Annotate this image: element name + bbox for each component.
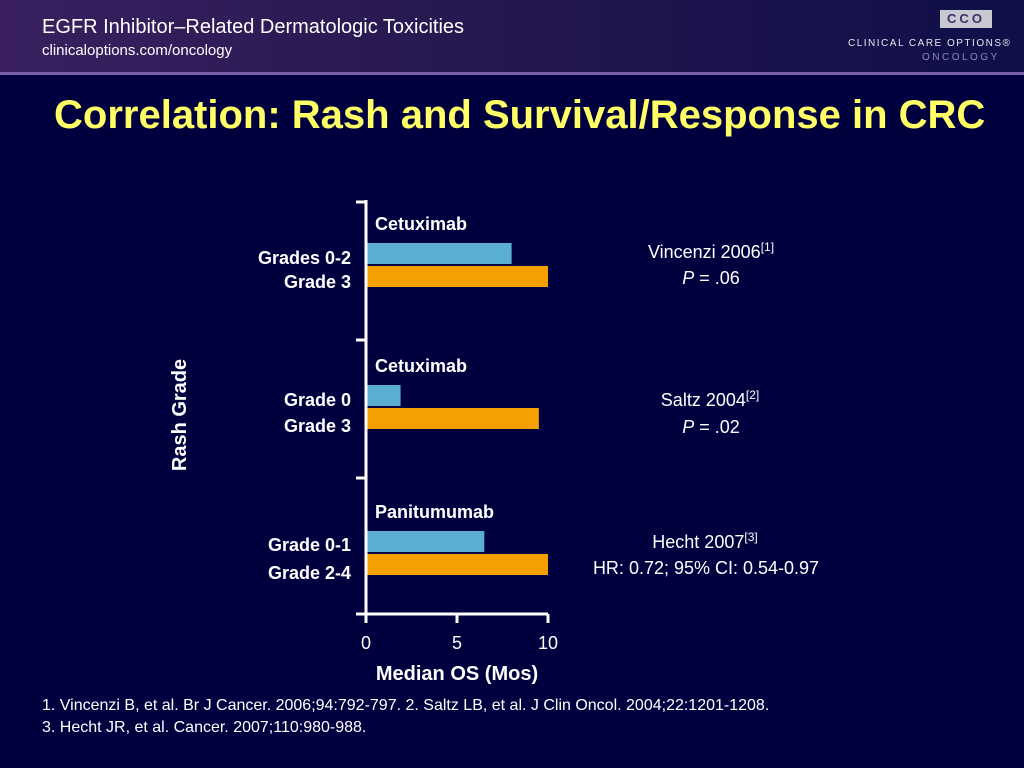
bar-low-grade (367, 531, 485, 552)
references: 1. Vincenzi B, et al. Br J Cancer. 2006;… (42, 695, 769, 739)
x-axis-label: Median OS (Mos) (376, 663, 538, 685)
study-annotation: Hecht 2007[3] (652, 530, 757, 552)
logo-subtitle: ONCOLOGY (922, 52, 1000, 63)
study-statistic: HR: 0.72; 95% CI: 0.54-0.97 (593, 558, 819, 578)
header-bar (0, 0, 1024, 72)
logo-name: CLINICAL CARE OPTIONS® (848, 38, 1012, 49)
rash-grade-label: Grade 3 (284, 272, 351, 292)
rash-grade-label: Grade 2-4 (268, 563, 351, 583)
header-title: EGFR Inhibitor–Related Dermatologic Toxi… (42, 16, 465, 38)
x-tick-label: 5 (452, 633, 462, 653)
bar-high-grade (367, 554, 548, 575)
x-tick-label: 0 (361, 633, 371, 653)
header-divider (0, 72, 1024, 75)
drug-label: Panitumumab (375, 502, 494, 522)
bar-low-grade (367, 243, 512, 264)
rash-grade-label: Grade 0-1 (268, 535, 351, 555)
rash-grade-label: Grades 0-2 (258, 248, 351, 268)
drug-label: Cetuximab (375, 356, 467, 376)
study-statistic: P = .06 (682, 268, 740, 288)
cco-logo: CCO (940, 10, 992, 28)
reference-line: 1. Vincenzi B, et al. Br J Cancer. 2006;… (42, 697, 770, 714)
reference-line: 3. Hecht JR, et al. Cancer. 2007;110:980… (42, 719, 367, 736)
drug-label: Cetuximab (375, 214, 467, 234)
bar-high-grade (367, 266, 548, 287)
study-statistic: P = .02 (682, 417, 740, 437)
logo-mark: CCO (947, 11, 985, 26)
bar-low-grade (367, 385, 401, 406)
y-axis-label: Rash Grade (169, 359, 191, 471)
study-annotation: Vincenzi 2006[1] (648, 240, 774, 262)
study-annotation: Saltz 2004[2] (661, 388, 759, 410)
x-tick-label: 10 (538, 633, 558, 653)
rash-grade-label: Grade 0 (284, 390, 351, 410)
slide-title: Correlation: Rash and Survival/Response … (54, 93, 986, 137)
rash-grade-label: Grade 3 (284, 416, 351, 436)
bar-high-grade (367, 408, 539, 429)
header-url: clinicaloptions.com/oncology (42, 42, 233, 59)
